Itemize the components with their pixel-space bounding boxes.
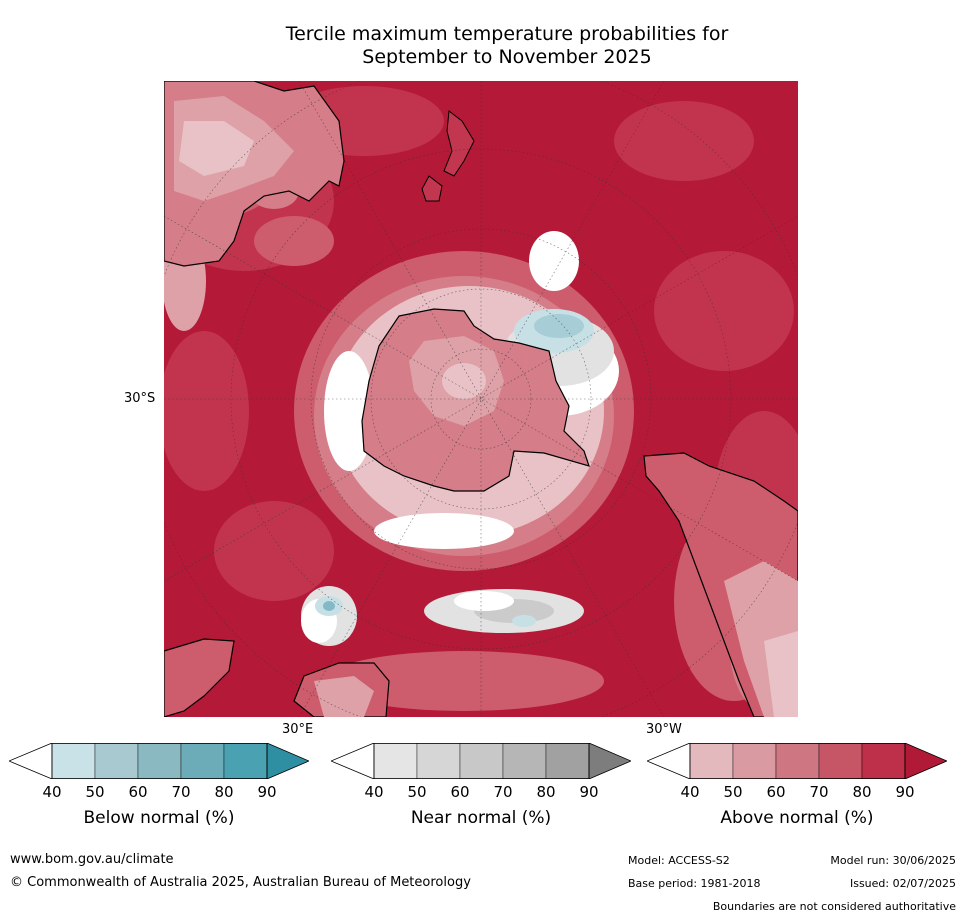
colorbar-below-segment xyxy=(94,743,139,779)
colorbar-below-segment xyxy=(51,743,96,779)
colorbar-near-segment xyxy=(545,743,590,779)
colorbar-near-segment xyxy=(373,743,418,779)
colorbar-above-segment xyxy=(732,743,777,779)
chart-title-line-2: September to November 2025 xyxy=(362,46,652,68)
colorbar-below-label: Below normal (%) xyxy=(83,808,235,828)
colorbar-near-tick: 40 xyxy=(364,783,384,801)
colorbar-above-tick: 90 xyxy=(895,783,915,801)
colorbar-near-tick: 50 xyxy=(407,783,427,801)
colorbar-above-tick: 80 xyxy=(852,783,872,801)
colorbar-above-low-extend xyxy=(647,743,691,779)
chart-title-line-1: Tercile maximum temperature probabilitie… xyxy=(285,23,729,45)
colorbar-near-label: Near normal (%) xyxy=(410,808,552,828)
colorbar-near-tick: 60 xyxy=(450,783,470,801)
colorbar-near-high-extend xyxy=(588,743,631,779)
colorbar-near-tick: 90 xyxy=(579,783,599,801)
colorbar-near-normal xyxy=(331,743,631,779)
colorbar-above-tick: 70 xyxy=(809,783,829,801)
longitude-label-east: 30°E xyxy=(282,722,314,737)
colorbar-below-normal xyxy=(9,743,309,779)
colorbar-near-low-extend xyxy=(331,743,375,779)
colorbar-near-tick: 80 xyxy=(536,783,556,801)
colorbar-near-tick: 70 xyxy=(493,783,513,801)
colorbar-above-tick: 60 xyxy=(766,783,786,801)
colorbar-near-segment xyxy=(502,743,547,779)
colorbar-below-low-extend xyxy=(9,743,53,779)
colorbar-below-high-extend xyxy=(266,743,309,779)
colorbar-below-tick: 60 xyxy=(128,783,148,801)
colorbar-below-tick: 70 xyxy=(171,783,191,801)
colorbar-above-segment xyxy=(775,743,820,779)
polar-probability-map xyxy=(164,81,798,717)
colorbar-below-tick: 50 xyxy=(85,783,105,801)
colorbar-above-segment xyxy=(689,743,734,779)
colorbar-below-segment xyxy=(180,743,225,779)
colorbar-below-tick: 40 xyxy=(42,783,62,801)
colorbar-above-tick: 40 xyxy=(680,783,700,801)
colorbar-above-segment xyxy=(818,743,863,779)
latitude-label: 30°S xyxy=(124,391,156,406)
copyright-notice: © Commonwealth of Australia 2025, Austra… xyxy=(10,875,471,890)
model-run-date: Model run: 30/06/2025 xyxy=(830,854,956,867)
colorbar-above-segment xyxy=(861,743,906,779)
colorbar-above-label: Above normal (%) xyxy=(720,808,874,828)
model-name: Model: ACCESS-S2 xyxy=(628,854,730,867)
colorbar-above-tick: 50 xyxy=(723,783,743,801)
colorbar-near-segment xyxy=(416,743,461,779)
colorbar-below-segment xyxy=(223,743,268,779)
base-period: Base period: 1981-2018 xyxy=(628,877,761,890)
colorbar-above-normal xyxy=(647,743,947,779)
longitude-label-west: 30°W xyxy=(646,722,682,737)
colorbar-above-high-extend xyxy=(904,743,947,779)
boundaries-disclaimer: Boundaries are not considered authoritat… xyxy=(712,900,956,913)
colorbar-below-tick: 80 xyxy=(214,783,234,801)
colorbar-below-segment xyxy=(137,743,182,779)
colorbar-near-segment xyxy=(459,743,504,779)
website-link[interactable]: www.bom.gov.au/climate xyxy=(10,852,174,867)
colorbar-below-tick: 90 xyxy=(257,783,277,801)
issued-date: Issued: 02/07/2025 xyxy=(849,877,956,890)
